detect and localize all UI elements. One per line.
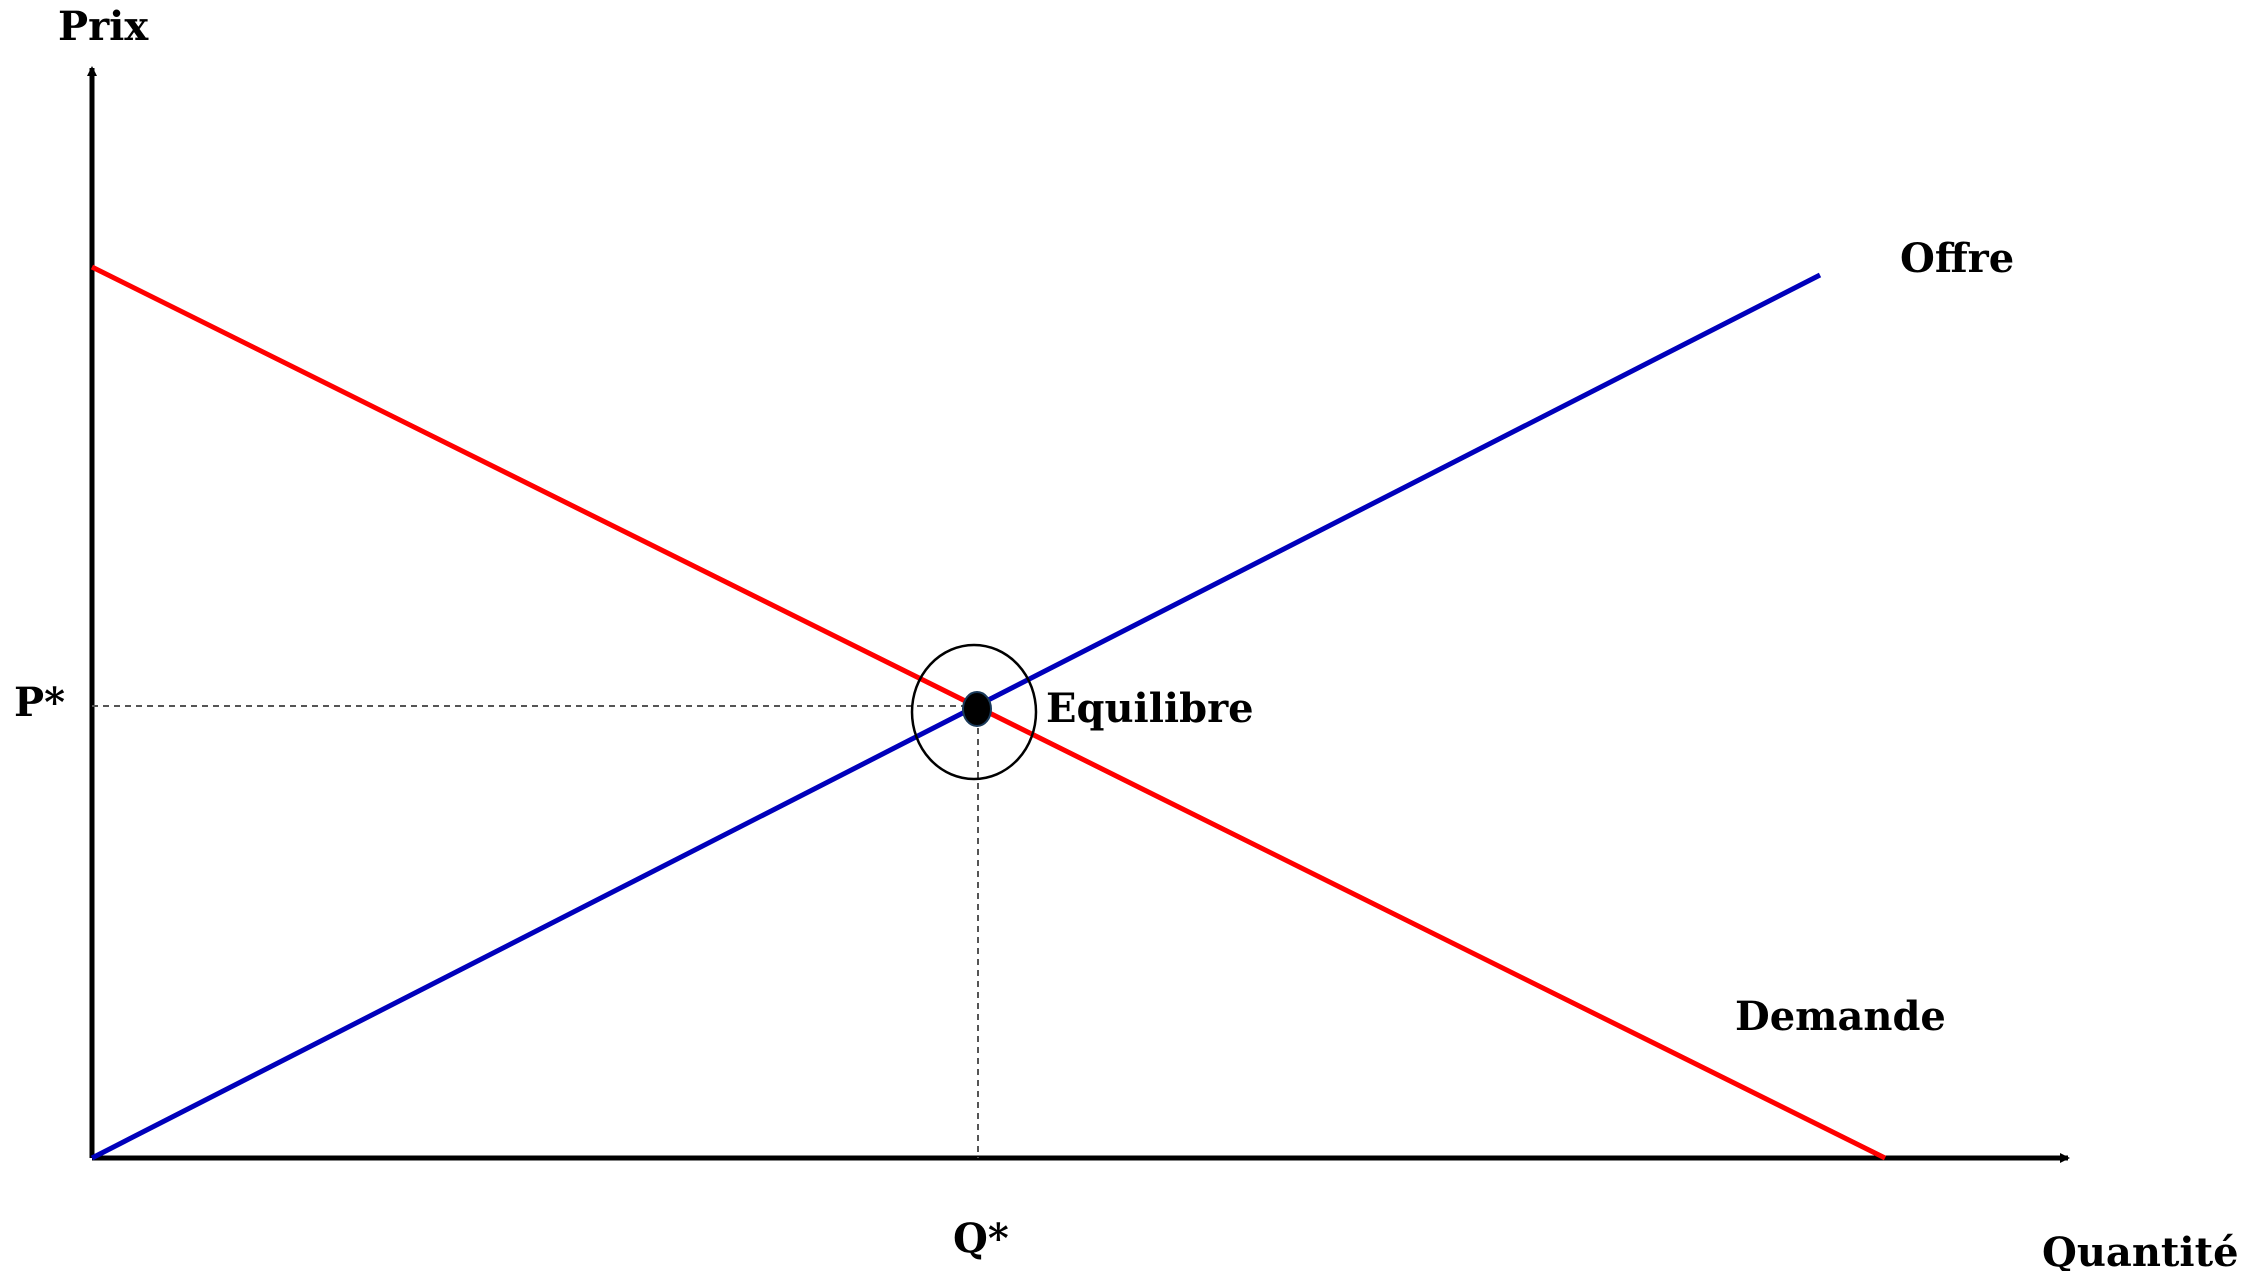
supply-curve (90, 272, 1822, 1161)
equilibrium-point (962, 691, 992, 727)
equilibrium-label: Equilibre (1046, 685, 1254, 732)
supply-label: Offre (1900, 235, 2014, 282)
y-axis-label: Prix (58, 3, 149, 50)
demand-label: Demande (1735, 993, 1946, 1040)
x-axis-label: Quantité (2042, 1229, 2239, 1271)
q-star-label: Q* (953, 1215, 1009, 1262)
p-star-label: P* (14, 679, 65, 726)
equilibrium-circle (910, 643, 1038, 781)
